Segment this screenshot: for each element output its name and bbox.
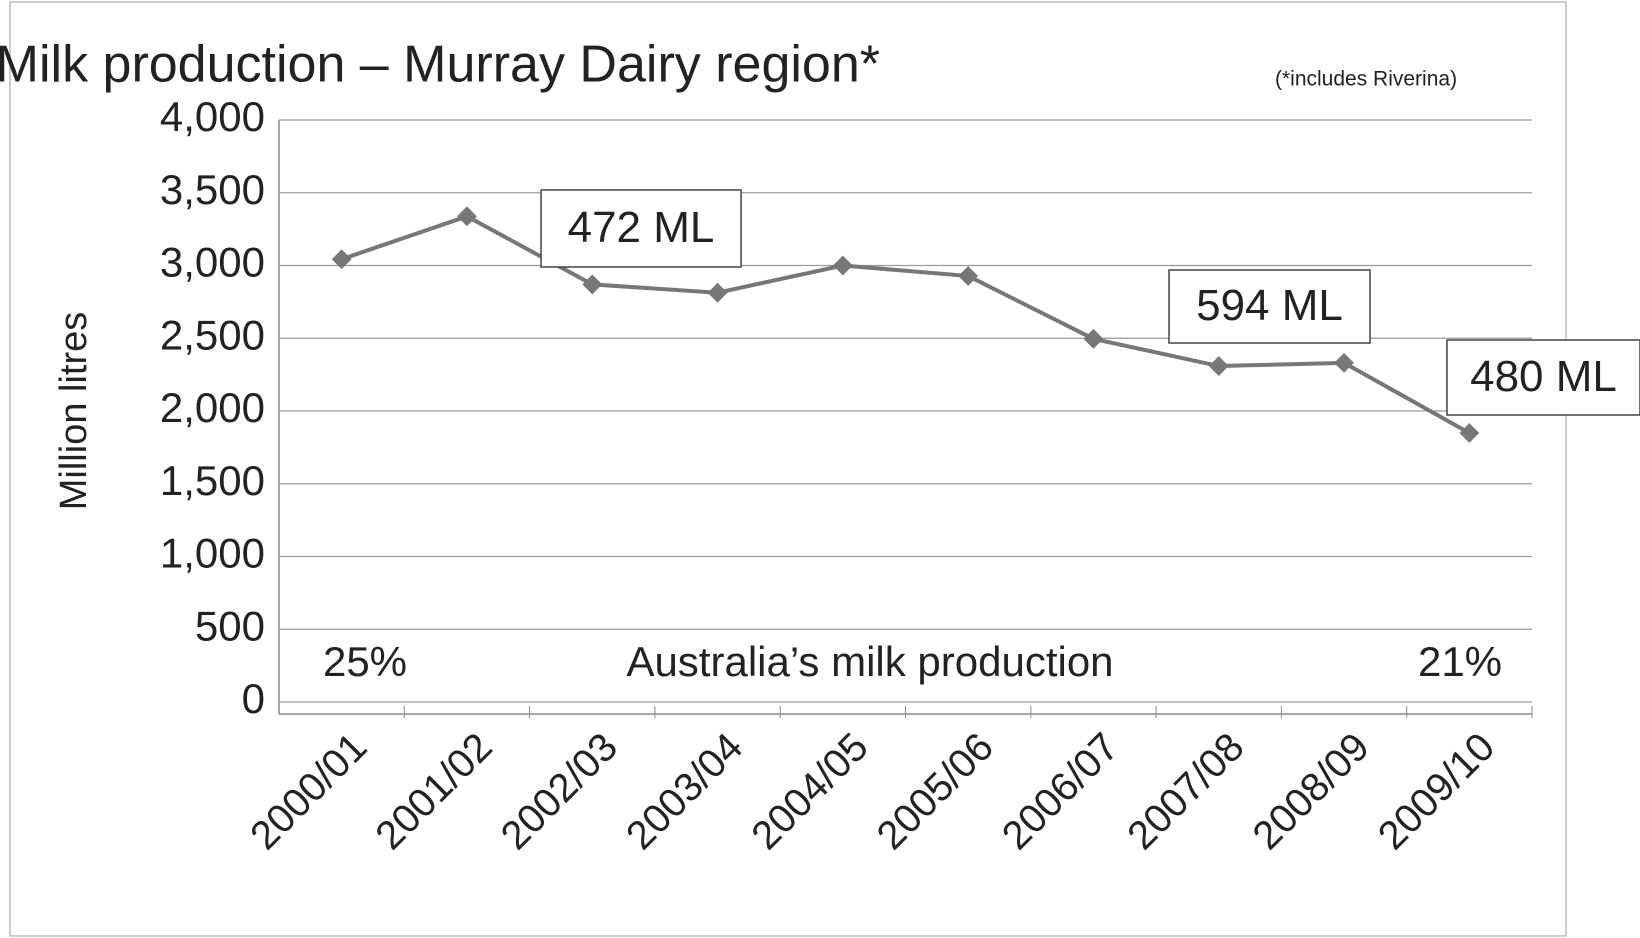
x-tick-label: 2003/04 <box>618 725 751 858</box>
chart-frame <box>9 1 1567 937</box>
annotation-box <box>1446 339 1640 416</box>
annotation-box <box>540 189 742 268</box>
annotation: 594 ML <box>1196 281 1343 330</box>
marker <box>1083 328 1104 349</box>
annotation: 480 ML <box>1470 352 1617 401</box>
line <box>341 214 1471 435</box>
y-tick-label: 4,000 <box>160 93 265 140</box>
annotation-box <box>1168 269 1371 344</box>
y-tick-label: 1,500 <box>160 457 265 504</box>
annotation: 472 ML <box>568 203 715 252</box>
y-tick-label: 3,500 <box>160 166 265 213</box>
y-tick-label: 2,000 <box>160 384 265 431</box>
x-tick-label: 2000/01 <box>242 725 375 858</box>
chart-title: Milk production – Murray Dairy region* <box>0 36 880 94</box>
y-axis-label: Million litres <box>53 312 95 510</box>
y-tick-label: 500 <box>195 602 265 649</box>
annotation: 21% <box>1418 638 1502 685</box>
x-tick-label: 2001/02 <box>367 725 500 858</box>
marker <box>1459 423 1480 443</box>
marker <box>582 274 603 295</box>
x-tick-label: 2006/07 <box>994 725 1127 858</box>
annotation: Australia’s milk production <box>626 638 1113 685</box>
y-tick-label: 3,000 <box>160 239 265 286</box>
x-tick-label: 2009/10 <box>1370 725 1503 858</box>
marker <box>457 206 477 227</box>
y-tick-label: 2,500 <box>160 311 265 358</box>
marker <box>832 255 853 276</box>
y-tick-label: 1,000 <box>160 530 265 577</box>
x-tick-label: 2007/08 <box>1119 725 1252 858</box>
marker <box>331 249 352 270</box>
annotation: 25% <box>323 638 407 685</box>
x-tick-label: 2005/06 <box>869 725 1002 858</box>
x-tick-label: 2004/05 <box>743 725 876 858</box>
chart-subtitle: (*includes Riverina) <box>1275 68 1457 91</box>
x-tick-label: 2008/09 <box>1245 725 1378 858</box>
marker <box>707 282 728 303</box>
x-tick-label: 2002/03 <box>493 725 626 858</box>
marker <box>958 266 979 286</box>
marker <box>1208 356 1229 376</box>
y-tick-label: 0 <box>242 675 265 722</box>
marker <box>1334 352 1354 373</box>
